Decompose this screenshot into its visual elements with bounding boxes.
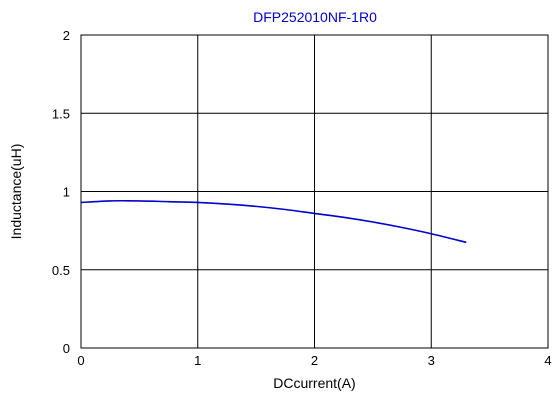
x-tick-label: 0 xyxy=(77,353,84,368)
y-tick-label: 1 xyxy=(63,185,70,200)
y-axis-label: Inductance(uH) xyxy=(8,144,24,240)
series-layer xyxy=(80,199,467,244)
chart-title: DFP252010NF-1R0 xyxy=(253,9,377,25)
x-tick-label: 2 xyxy=(311,353,318,368)
inductance-series-line xyxy=(80,199,467,244)
y-tick-label: 2 xyxy=(63,28,70,43)
x-tick-label: 4 xyxy=(544,353,551,368)
x-tick-label: 1 xyxy=(194,353,201,368)
y-tick-label: 0 xyxy=(63,341,70,356)
plot-frame xyxy=(80,34,549,349)
x-tick-label: 3 xyxy=(428,353,435,368)
y-tick-label: 0.5 xyxy=(52,263,70,278)
tick-labels: 0 1 2 3 4 0 0.5 1 1.5 2 xyxy=(52,28,552,368)
y-tick-label: 1.5 xyxy=(52,106,70,121)
grid xyxy=(81,35,548,348)
x-axis-label: DCcurrent(A) xyxy=(273,375,355,391)
